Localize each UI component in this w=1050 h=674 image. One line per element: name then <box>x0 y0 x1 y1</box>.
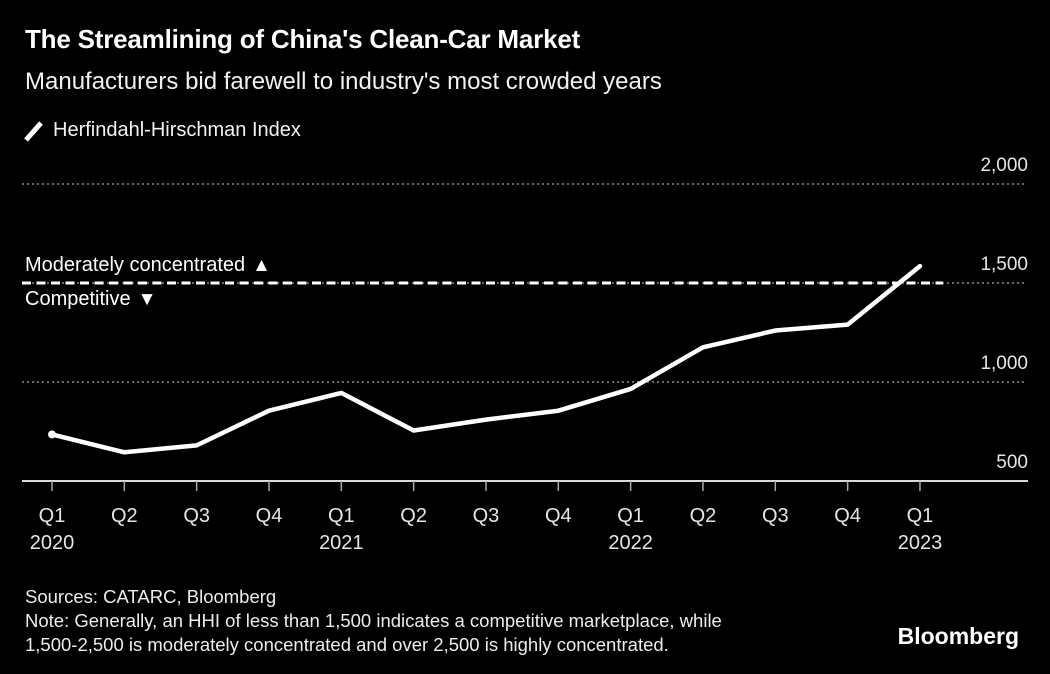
down-triangle-icon: ▼ <box>137 289 157 310</box>
threshold-below-text: Competitive <box>25 288 131 310</box>
bloomberg-logo: Bloomberg <box>897 623 1019 649</box>
x-axis-year-label: 2022 <box>608 532 653 554</box>
x-axis-quarter-label: Q2 <box>111 505 138 527</box>
x-axis-quarter-label: Q2 <box>400 505 427 527</box>
x-axis-quarter-label: Q1 <box>39 505 66 527</box>
y-axis-label: 1,500 <box>980 254 1028 275</box>
x-axis-quarter-label: Q1 <box>328 505 355 527</box>
chart-subtitle: Manufacturers bid farewell to industry's… <box>25 68 662 95</box>
threshold-label-below: Competitive ▼ <box>25 288 156 311</box>
x-axis-quarter-label: Q1 <box>907 505 934 527</box>
x-axis-quarter-label: Q3 <box>473 505 500 527</box>
y-axis-label: 2,000 <box>980 155 1028 176</box>
x-axis-quarter-label: Q3 <box>183 505 210 527</box>
x-axis-year-label: 2020 <box>30 532 75 554</box>
threshold-label-above: Moderately concentrated ▲ <box>25 254 271 277</box>
x-axis-year-label: 2021 <box>319 532 364 554</box>
legend: Herfindahl-Hirschman Index <box>22 119 301 142</box>
x-axis-quarter-label: Q4 <box>256 505 283 527</box>
x-axis-quarter-label: Q4 <box>834 505 861 527</box>
footer: Sources: CATARC, Bloomberg Note: General… <box>25 585 722 657</box>
x-axis-year-label: 2023 <box>898 532 943 554</box>
x-axis-quarter-label: Q3 <box>762 505 789 527</box>
line-start-point <box>48 430 56 439</box>
line-series-icon <box>24 120 43 142</box>
y-axis-label: 500 <box>996 452 1028 473</box>
x-axis-quarter-label: Q4 <box>545 505 572 527</box>
note-line-2: 1,500-2,500 is moderately concentrated a… <box>25 634 669 655</box>
sources-line: Sources: CATARC, Bloomberg <box>25 586 277 607</box>
y-axis-label: 1,000 <box>980 353 1028 374</box>
x-axis-quarter-label: Q1 <box>617 505 644 527</box>
legend-label: Herfindahl-Hirschman Index <box>53 119 301 141</box>
x-axis-quarter-label: Q2 <box>690 505 717 527</box>
threshold-above-text: Moderately concentrated <box>25 254 246 276</box>
hhi-line-series <box>49 263 923 455</box>
up-triangle-icon: ▲ <box>252 255 271 276</box>
note-line-1: Note: Generally, an HHI of less than 1,5… <box>25 610 722 631</box>
chart-title: The Streamlining of China's Clean-Car Ma… <box>25 24 581 54</box>
